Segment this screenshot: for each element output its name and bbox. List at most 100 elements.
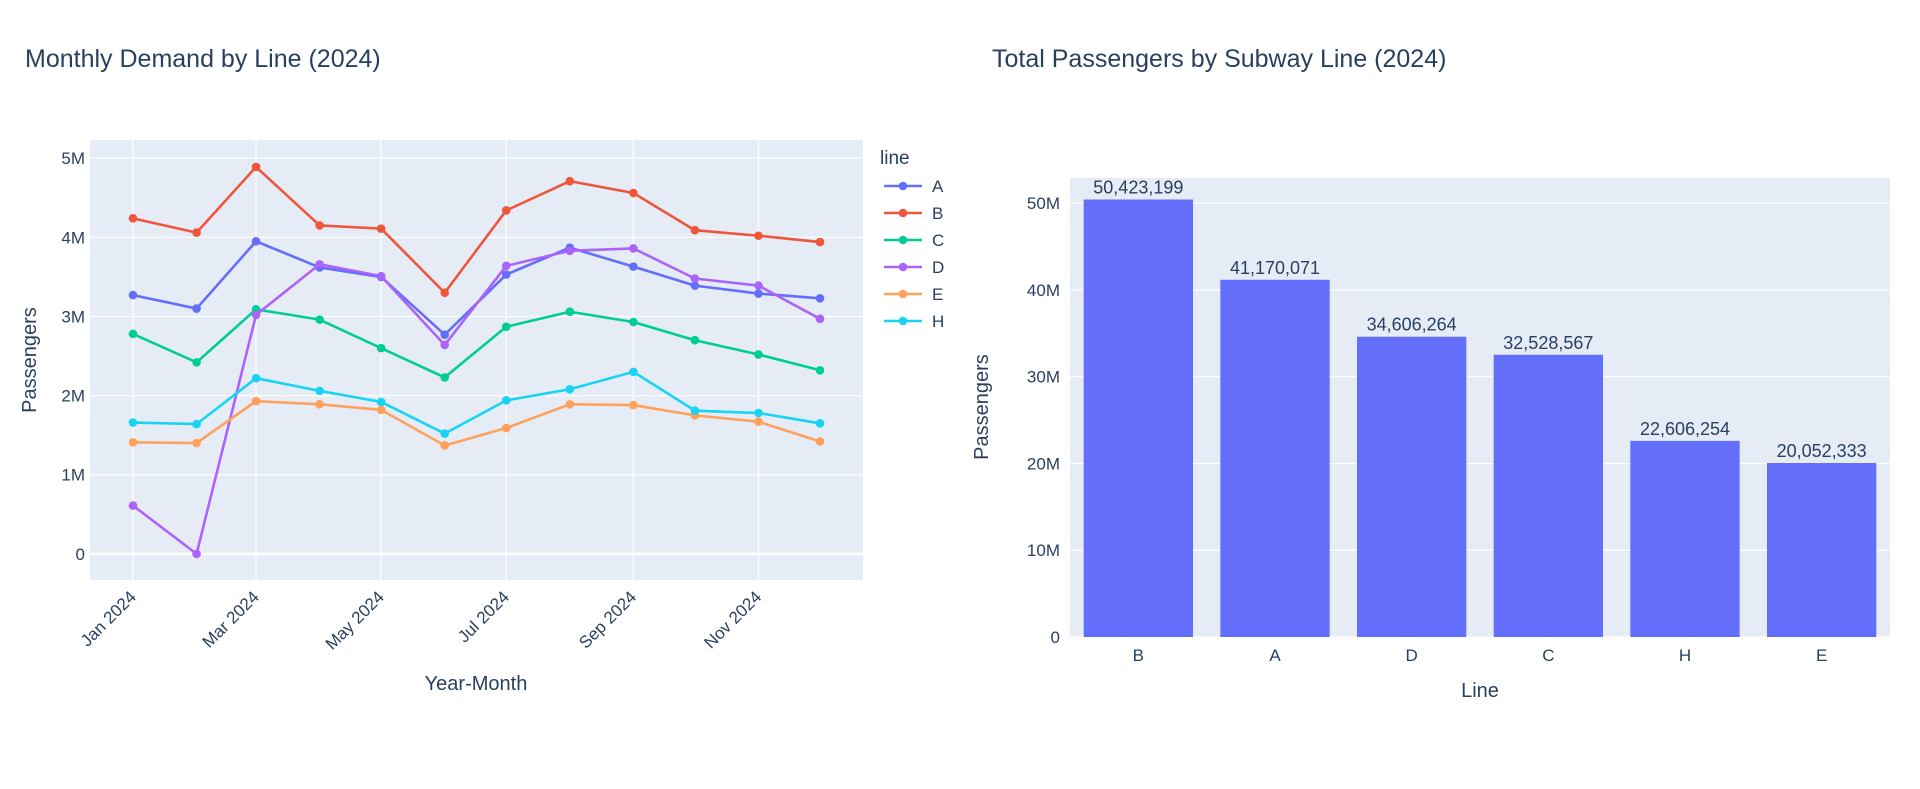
bar-h: [1630, 440, 1740, 637]
data-point: [376, 405, 386, 415]
data-point: [565, 246, 575, 256]
data-point: [315, 221, 324, 230]
data-point: [128, 214, 138, 223]
bar-chart-bars: 50,423,199 B 41,170,071 A 34,606,264 D 32,528,…: [1083, 177, 1877, 665]
data-point: [690, 225, 700, 235]
data-point: [440, 340, 450, 350]
y-tick-label: 0: [1051, 628, 1060, 647]
data-point: [376, 224, 386, 233]
data-point: [754, 281, 763, 290]
x-tick-label: D: [1406, 646, 1418, 665]
legend-marker: [898, 235, 908, 245]
data-point: [754, 231, 763, 241]
bar-value-label: 41,170,071: [1230, 258, 1320, 278]
legend-label: D: [932, 258, 944, 277]
line-chart-series: [128, 162, 825, 559]
y-tick-label: 5M: [61, 149, 85, 168]
data-point: [192, 419, 201, 429]
bar-e: [1767, 463, 1877, 637]
data-point: [815, 314, 825, 324]
legend-label: A: [932, 177, 944, 196]
data-point: [128, 329, 138, 339]
y-tick-label: 0: [76, 545, 85, 564]
y-tick-label: 2M: [61, 387, 85, 406]
line-chart: Monthly Demand by Line (2024) 0 1M 2M 3M 4M 5…: [19, 45, 944, 695]
bar-c: [1493, 354, 1603, 637]
data-point: [690, 406, 700, 415]
data-point: [192, 358, 201, 367]
data-point: [501, 270, 511, 279]
legend-item-b[interactable]: B: [884, 204, 943, 223]
data-point: [128, 501, 138, 510]
data-point: [815, 237, 825, 247]
legend-item-h[interactable]: H: [884, 312, 944, 331]
legend-label: B: [932, 204, 943, 223]
x-tick-label: Nov 2024: [700, 587, 765, 652]
data-point: [501, 396, 511, 405]
data-point: [565, 400, 575, 409]
series-line-b: [132, 165, 821, 295]
y-tick-label: 4M: [61, 228, 85, 247]
data-point: [815, 437, 825, 446]
series-line-h: [132, 370, 821, 435]
data-point: [128, 418, 138, 427]
data-point: [815, 293, 825, 303]
bar-chart-y-axis-label: Passengers: [971, 354, 993, 460]
data-point: [315, 259, 324, 269]
legend-marker: [898, 181, 908, 191]
bar-chart-title: Total Passengers by Subway Line (2024): [992, 45, 1446, 73]
line-chart-title: Monthly Demand by Line (2024): [25, 45, 381, 73]
bar-d: [1357, 336, 1467, 637]
series-e: [128, 396, 825, 450]
series-line-c: [132, 308, 821, 379]
x-tick-label: C: [1542, 646, 1554, 665]
x-tick-label: H: [1679, 646, 1691, 665]
data-point: [501, 206, 511, 215]
legend-item-c[interactable]: C: [884, 231, 944, 250]
data-point: [192, 549, 201, 559]
legend-label: E: [932, 285, 943, 304]
y-tick-label: 30M: [1027, 368, 1060, 387]
legend-item-a[interactable]: A: [884, 177, 944, 196]
legend-label: C: [932, 231, 944, 250]
data-point: [565, 384, 575, 394]
legend-marker: [898, 208, 908, 218]
data-point: [629, 367, 638, 377]
series-c: [128, 305, 825, 382]
bar-b: [1083, 199, 1193, 637]
data-point: [376, 343, 386, 353]
bar-value-label: 22,606,254: [1640, 419, 1730, 439]
data-point: [440, 373, 450, 382]
legend-label: H: [932, 312, 944, 331]
data-point: [815, 419, 825, 428]
legend-marker: [898, 262, 908, 272]
data-point: [192, 438, 201, 448]
y-tick-label: 1M: [61, 466, 85, 485]
data-point: [754, 408, 763, 418]
line-chart-y-axis-label: Passengers: [19, 307, 41, 413]
bar-chart-plot-area: [1070, 178, 1890, 637]
data-point: [251, 373, 261, 383]
data-point: [376, 397, 386, 407]
bar-value-label: 34,606,264: [1367, 315, 1457, 335]
line-chart-x-ticks: Jan 2024 Mar 2024 May 2024 Jul 2024 Sep 2024…: [77, 587, 765, 653]
data-point: [251, 162, 261, 172]
data-point: [376, 271, 386, 281]
bar-value-label: 20,052,333: [1777, 441, 1867, 461]
data-point: [440, 330, 450, 339]
legend-item-d[interactable]: D: [884, 258, 944, 277]
data-point: [754, 417, 763, 427]
line-chart-y-ticks: 0 1M 2M 3M 4M 5M: [61, 149, 85, 564]
data-point: [192, 304, 201, 313]
x-tick-label: Mar 2024: [199, 587, 263, 651]
y-tick-label: 40M: [1027, 281, 1060, 300]
data-point: [815, 365, 825, 375]
legend-item-e[interactable]: E: [884, 285, 943, 304]
bar-chart: Total Passengers by Subway Line (2024) 0…: [971, 45, 1890, 702]
x-tick-label: A: [1269, 646, 1281, 665]
x-tick-label: May 2024: [322, 587, 388, 653]
data-point: [440, 288, 450, 298]
series-line-d: [132, 247, 821, 556]
y-tick-label: 20M: [1027, 454, 1060, 473]
